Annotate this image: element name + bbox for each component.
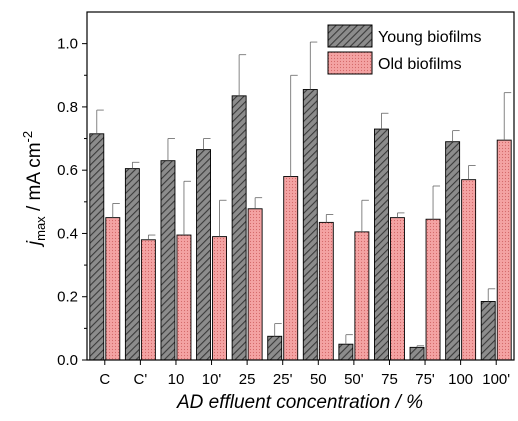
bar-young-10	[445, 141, 461, 361]
bar-young-1	[124, 168, 140, 361]
bar-young-4	[231, 95, 247, 361]
bar-old-0	[105, 217, 121, 361]
x-tick-label-3: 10'	[202, 371, 222, 388]
x-tick-label-8: 75	[381, 371, 398, 388]
x-tick-label-2: 10	[168, 371, 185, 388]
bar-young-6	[302, 89, 318, 361]
bar-old-4	[247, 208, 263, 361]
x-tick-label-6: 50	[310, 371, 327, 388]
error-bars-layer	[96, 41, 512, 348]
y-tick-label-0: 0.0	[57, 352, 78, 369]
y-axis-title-main: j	[24, 240, 45, 248]
x-tick-label-4: 25	[239, 371, 256, 388]
y-axis: 0.0 0.2 0.4 0.6 0.8 1.0	[57, 36, 87, 369]
bar-young-8	[374, 128, 389, 361]
legend-swatch-young	[327, 24, 373, 48]
bar-old-2	[176, 234, 192, 361]
y-tick-label-4: 0.8	[57, 99, 78, 116]
bar-young-3	[196, 149, 211, 361]
x-tick-label-7: 50'	[344, 371, 364, 388]
bar-old-7	[354, 231, 370, 361]
y-tick-label-1: 0.2	[57, 289, 78, 306]
bar-young-5	[267, 335, 283, 361]
bar-old-3	[212, 236, 227, 361]
bar-old-6	[318, 221, 334, 361]
y-axis-title: jmax / mA cm-2	[20, 131, 48, 248]
legend-label-old: Old biofilms	[378, 56, 462, 73]
bar-old-9	[425, 218, 441, 361]
bar-old-5	[283, 176, 299, 361]
bar-old-11	[496, 139, 512, 361]
y-axis-title-subscript: max	[33, 216, 48, 241]
x-axis-title: AD effluent concentration / %	[176, 392, 423, 413]
plot-frame	[86, 11, 515, 361]
legend: Young biofilms Old biofilms	[327, 24, 481, 75]
x-tick-label-0: C	[99, 371, 110, 388]
x-tick-label-11: 100'	[482, 371, 510, 388]
x-tick-label-9: 75'	[415, 371, 435, 388]
bar-old-8	[390, 217, 405, 361]
y-axis-title-middle: / mA cm	[24, 142, 45, 216]
x-tick-label-10: 100	[448, 371, 473, 388]
bar-old-10	[461, 179, 477, 361]
bar-young-0	[89, 133, 105, 361]
bars-layer	[89, 89, 512, 361]
bar-young-7	[338, 343, 354, 361]
y-tick-label-3: 0.6	[57, 162, 78, 179]
x-axis: C C' 10 10' 25 25' 50 50' 75 75' 100 100'	[99, 360, 510, 388]
legend-label-young: Young biofilms	[378, 29, 481, 46]
x-tick-label-5: 25'	[273, 371, 293, 388]
y-axis-title-superscript: -2	[20, 131, 35, 143]
bar-young-2	[160, 160, 176, 361]
legend-swatch-old	[327, 51, 373, 75]
bar-young-11	[480, 301, 496, 361]
bar-old-1	[140, 239, 156, 361]
x-tick-label-1: C'	[134, 371, 148, 388]
bar-young-9	[409, 346, 425, 361]
y-tick-label-2: 0.4	[57, 225, 78, 242]
y-tick-label-5: 1.0	[57, 36, 78, 53]
